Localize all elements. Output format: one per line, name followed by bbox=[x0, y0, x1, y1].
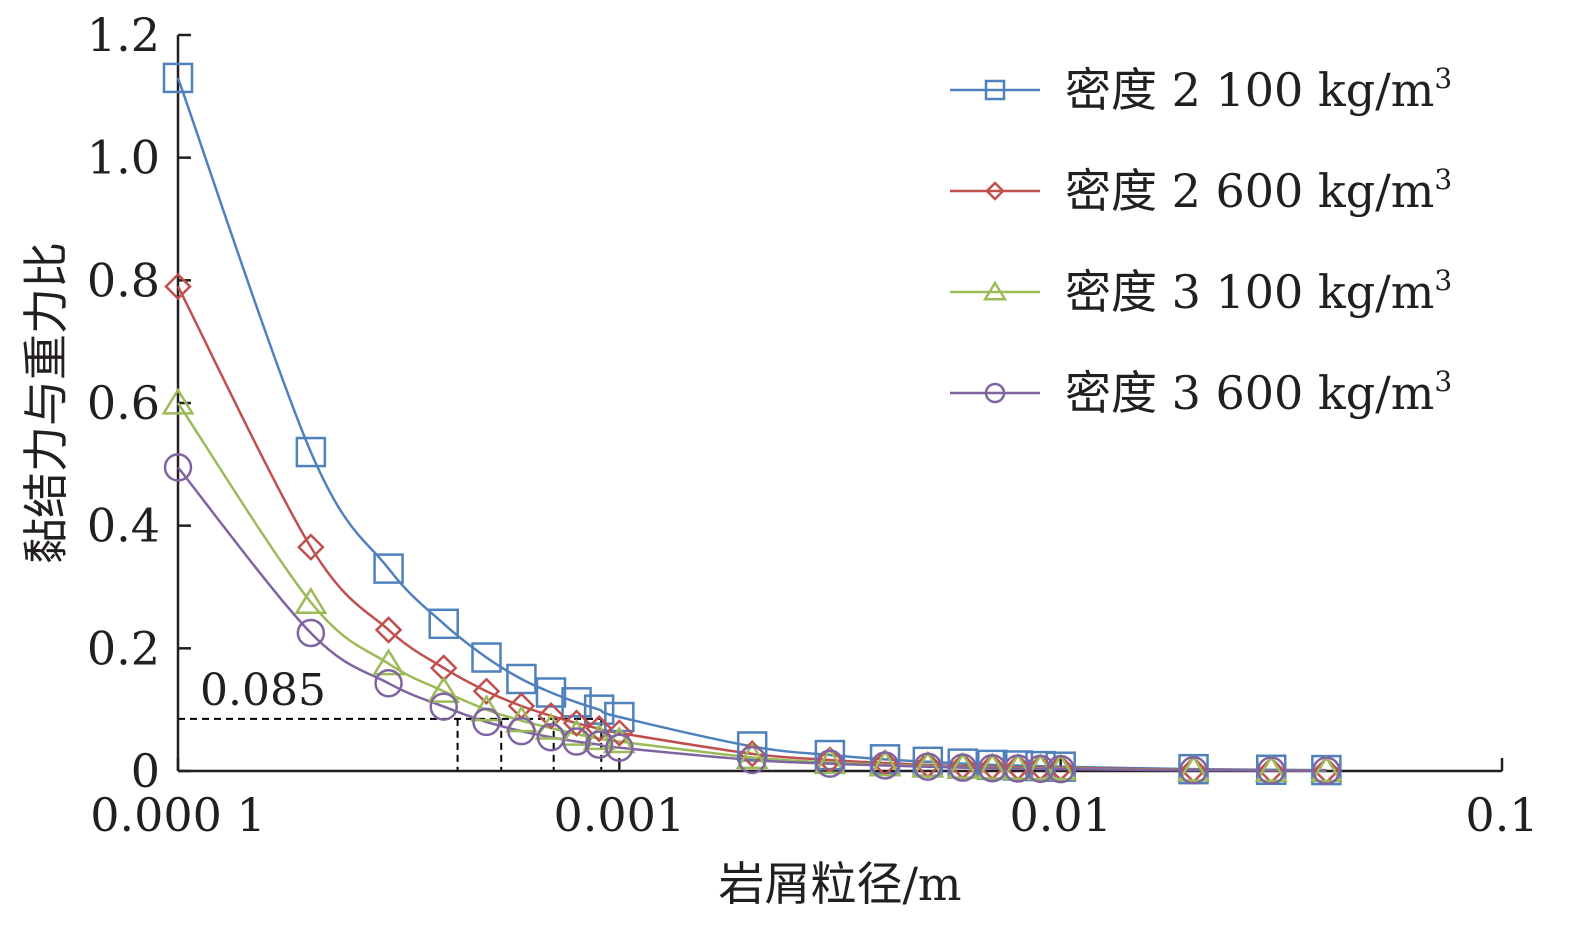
data-point-s3 bbox=[1309, 755, 1343, 783]
series-line-2 bbox=[176, 285, 1327, 772]
x-tick-label: 0.1 bbox=[1465, 788, 1538, 842]
legend-marker-3 bbox=[982, 280, 1008, 301]
data-point-s1 bbox=[814, 739, 846, 771]
legend-superscript: 3 bbox=[1434, 163, 1452, 196]
y-tick-label: 0.8 bbox=[87, 253, 160, 307]
data-point-s4 bbox=[584, 730, 614, 759]
data-point-s2 bbox=[297, 533, 325, 561]
data-point-s4 bbox=[507, 716, 536, 746]
data-point-s1 bbox=[561, 687, 592, 718]
data-point-s1 bbox=[535, 677, 567, 708]
annotations: 0.085 bbox=[200, 665, 326, 716]
data-point-s3 bbox=[911, 750, 945, 778]
legend-marker-2 bbox=[985, 181, 1005, 201]
legend-superscript: 3 bbox=[1434, 365, 1452, 398]
data-point-s3 bbox=[161, 387, 195, 415]
data-point-s4 bbox=[1312, 756, 1341, 785]
data-point-s4 bbox=[1026, 754, 1055, 784]
data-point-s4 bbox=[737, 745, 767, 775]
data-point-s3 bbox=[813, 747, 847, 775]
data-point-s4 bbox=[815, 749, 845, 778]
x-tick-label: 0.000 1 bbox=[90, 788, 266, 842]
data-point-s3 bbox=[582, 723, 616, 751]
data-point-s3 bbox=[294, 586, 328, 614]
legend-superscript: 3 bbox=[1434, 264, 1452, 297]
y-tick-label: 1.2 bbox=[87, 8, 160, 62]
legend-marker-4 bbox=[984, 382, 1006, 404]
data-point-s3 bbox=[1001, 752, 1035, 780]
data-point-s4 bbox=[1179, 756, 1208, 785]
data-point-s1 bbox=[295, 436, 327, 468]
data-point-s4 bbox=[605, 733, 634, 762]
data-point-s4 bbox=[1003, 754, 1033, 783]
legend: 密度 2 100 kg/m3 密度 2 600 kg/m3 密度 3 100 kg/… bbox=[950, 62, 1452, 420]
tick-labels: 0 0.2 0.4 0.6 0.8 1.0 1.2 0.000 1 0.001 0.01 0.1 岩屑… bbox=[19, 8, 1539, 911]
x-tick-label: 0.001 bbox=[553, 788, 685, 842]
legend-label-3: 密度 3 100 kg/m3 bbox=[1065, 264, 1452, 319]
data-point-s3 bbox=[975, 752, 1009, 780]
data-point-s3 bbox=[560, 718, 594, 746]
data-point-s1 bbox=[471, 642, 502, 673]
data-point-s3 bbox=[469, 694, 504, 722]
data-point-s4 bbox=[913, 752, 943, 781]
annotation-label: 0.085 bbox=[200, 665, 326, 716]
y-tick-label: 0 bbox=[131, 744, 160, 798]
legend-label-1: 密度 2 100 kg/m3 bbox=[1065, 62, 1452, 117]
data-point-s3 bbox=[372, 648, 406, 676]
data-point-s4 bbox=[296, 618, 326, 648]
data-point-s4 bbox=[429, 692, 458, 721]
data-point-s4 bbox=[1046, 754, 1075, 784]
data-point-s1 bbox=[162, 62, 194, 94]
data-point-s3 bbox=[735, 742, 769, 770]
y-tick-label: 0.2 bbox=[87, 621, 160, 675]
data-point-s2 bbox=[585, 714, 613, 743]
legend-superscript: 3 bbox=[1434, 62, 1452, 95]
series-line-4 bbox=[177, 466, 1327, 772]
legend-label-4: 密度 3 600 kg/m3 bbox=[1065, 365, 1452, 420]
series-markers bbox=[161, 62, 1343, 786]
guide-lines bbox=[178, 717, 603, 771]
data-point-s3 bbox=[946, 751, 980, 779]
data-point-s2 bbox=[374, 616, 403, 644]
series-line-3 bbox=[176, 402, 1327, 772]
data-point-s1 bbox=[604, 701, 635, 733]
data-point-s3 bbox=[868, 749, 902, 777]
data-point-s4 bbox=[870, 751, 900, 780]
data-point-s2 bbox=[605, 719, 634, 747]
x-axis-title: 岩屑粒径/m bbox=[718, 857, 961, 911]
data-point-s4 bbox=[1256, 756, 1286, 785]
y-tick-label: 1.0 bbox=[87, 131, 160, 185]
data-point-s2 bbox=[562, 709, 591, 737]
data-point-s4 bbox=[562, 727, 591, 756]
legend-label-2: 密度 2 600 kg/m3 bbox=[1065, 163, 1452, 218]
data-point-s4 bbox=[948, 753, 978, 782]
data-point-s3 bbox=[1254, 754, 1288, 783]
data-point-s2 bbox=[537, 702, 565, 730]
x-tick-label: 0.01 bbox=[1009, 788, 1111, 842]
data-point-s4 bbox=[374, 669, 403, 698]
y-tick-label: 0.4 bbox=[87, 499, 160, 553]
data-point-s2 bbox=[164, 272, 192, 301]
data-point-s3 bbox=[1176, 754, 1211, 782]
data-point-s1 bbox=[428, 608, 459, 640]
y-tick-label: 0.6 bbox=[87, 376, 160, 430]
data-point-s3 bbox=[427, 675, 461, 703]
data-point-s2 bbox=[1179, 756, 1208, 784]
legend-marker-1 bbox=[984, 79, 1006, 101]
data-point-s4 bbox=[472, 707, 501, 737]
data-point-s1 bbox=[373, 553, 404, 584]
y-axis-title: 黏结力与重力比 bbox=[19, 242, 73, 564]
data-point-s2 bbox=[472, 677, 501, 706]
data-point-s1 bbox=[736, 731, 768, 762]
data-point-s4 bbox=[163, 453, 193, 482]
